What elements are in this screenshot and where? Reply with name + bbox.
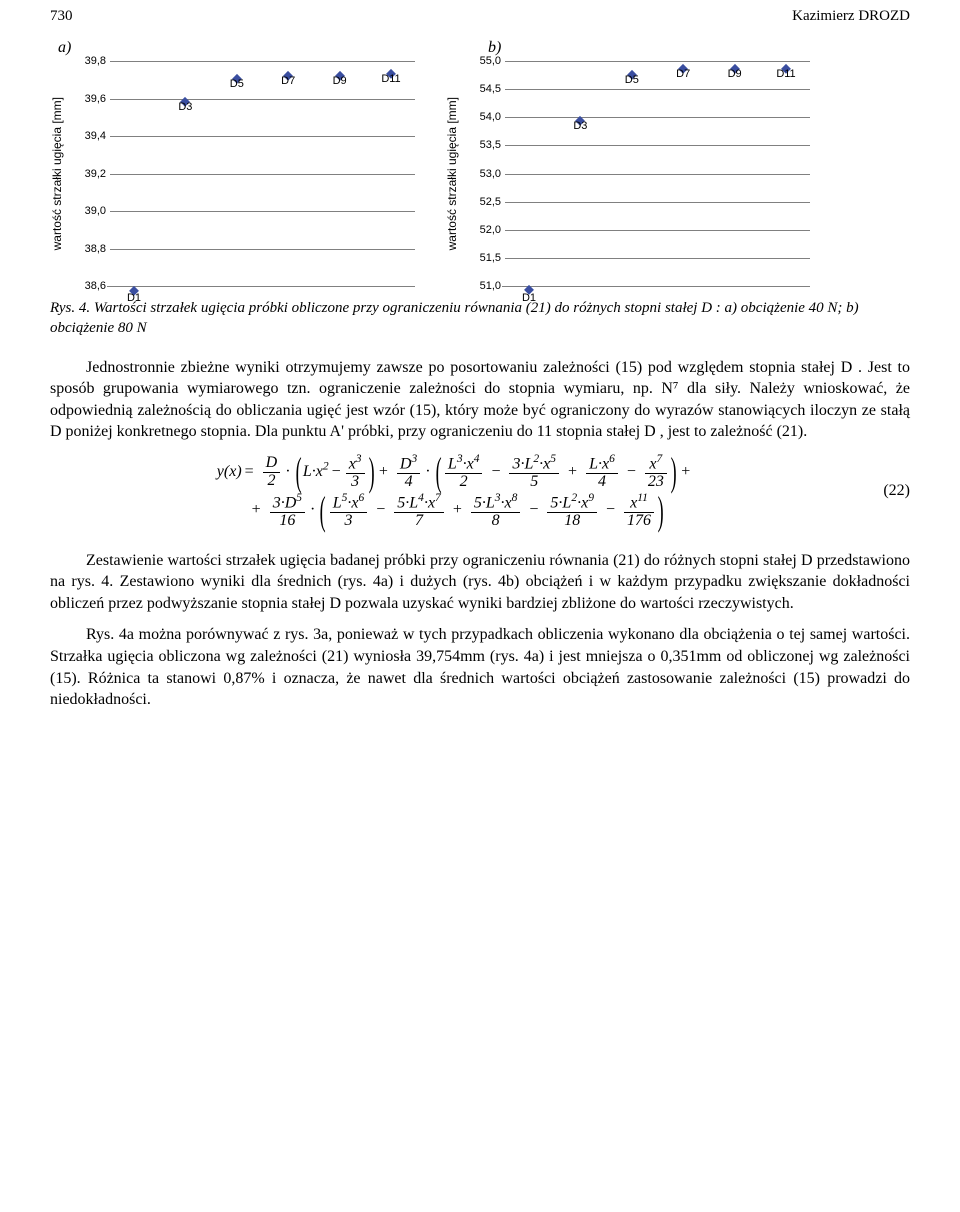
chart-category-label: D7 — [281, 75, 295, 305]
equation-number: (22) — [860, 482, 910, 500]
chart-gridline — [110, 136, 415, 137]
equation-body: y(x)= D2· ( L·x2−x33 ) + D34· ( L3·x42 −… — [50, 453, 860, 530]
page-header: 730 Kazimierz DROZD — [50, 0, 910, 39]
paragraph-3: Rys. 4a można porównywać z rys. 3a, poni… — [50, 624, 910, 710]
chart-ytick: 53,5 — [467, 139, 501, 151]
chart-gridline — [505, 230, 810, 231]
chart-category-label: D5 — [230, 78, 244, 304]
chart-gridline — [505, 258, 810, 259]
chart-category-label: D7 — [676, 68, 690, 304]
chart-ytick: 39,4 — [72, 130, 106, 142]
caption-text: Wartości strzałek ugięcia próbki obliczo… — [50, 300, 859, 336]
chart-gridline — [505, 89, 810, 90]
chart-ytick: 51,5 — [467, 252, 501, 264]
figure-caption: Rys. 4. Wartości strzałek ugięcia próbki… — [50, 298, 910, 339]
chart-baseline — [107, 286, 415, 287]
chart-category-label: D3 — [178, 101, 192, 304]
subplot-label-b: b) — [480, 39, 910, 57]
chart-gridline — [110, 61, 415, 62]
plots-row: wartość strzałki ugięcia [mm] 38,638,839… — [50, 61, 910, 286]
chart-a: wartość strzałki ugięcia [mm] 38,638,839… — [50, 61, 415, 286]
chart-a-ylabel: wartość strzałki ugięcia [mm] — [50, 97, 64, 250]
subplot-label-a: a) — [50, 39, 480, 57]
chart-gridline — [110, 174, 415, 175]
chart-ytick: 39,0 — [72, 205, 106, 217]
chart-ytick: 38,8 — [72, 243, 106, 255]
chart-ytick: 53,0 — [467, 168, 501, 180]
caption-prefix: Rys. 4. — [50, 300, 94, 316]
author-name: Kazimierz DROZD — [792, 8, 910, 25]
chart-ytick: 54,0 — [467, 111, 501, 123]
chart-baseline — [502, 286, 810, 287]
chart-ytick: 51,0 — [467, 280, 501, 292]
chart-gridline — [505, 61, 810, 62]
chart-b: wartość strzałki ugięcia [mm] 51,051,552… — [445, 61, 810, 286]
chart-ytick: 52,0 — [467, 224, 501, 236]
paragraph-2: Zestawienie wartości strzałek ugięcia ba… — [50, 550, 910, 615]
chart-category-label: D9 — [728, 68, 742, 304]
chart-gridline — [505, 117, 810, 118]
chart-ytick: 39,6 — [72, 93, 106, 105]
chart-gridline — [110, 99, 415, 100]
equation-22: y(x)= D2· ( L·x2−x33 ) + D34· ( L3·x42 −… — [50, 453, 910, 530]
chart-category-label: D9 — [333, 75, 347, 305]
chart-category-label: D11 — [381, 73, 400, 304]
chart-gridline — [505, 174, 810, 175]
chart-ytick: 54,5 — [467, 83, 501, 95]
chart-gridline — [505, 145, 810, 146]
chart-ytick: 52,5 — [467, 196, 501, 208]
chart-ytick: 39,8 — [72, 55, 106, 67]
chart-plot-area: 38,638,839,039,239,439,639,8D1D3D5D7D9D1… — [110, 61, 415, 286]
chart-category-label: D1 — [522, 292, 536, 304]
chart-gridline — [110, 211, 415, 212]
chart-ytick: 38,6 — [72, 280, 106, 292]
chart-category-label: D3 — [573, 120, 587, 304]
chart-category-label: D5 — [625, 74, 639, 304]
chart-b-ylabel: wartość strzałki ugięcia [mm] — [445, 97, 459, 250]
chart-category-label: D1 — [127, 292, 141, 304]
chart-plot-area: 51,051,552,052,553,053,554,054,555,0D1D3… — [505, 61, 810, 286]
chart-gridline — [110, 249, 415, 250]
chart-ytick: 39,2 — [72, 168, 106, 180]
page-number: 730 — [50, 8, 73, 25]
chart-ytick: 55,0 — [467, 55, 501, 67]
paragraph-1: Jednostronnie zbieżne wyniki otrzymujemy… — [50, 357, 910, 443]
chart-category-label: D11 — [776, 68, 795, 304]
chart-gridline — [505, 202, 810, 203]
